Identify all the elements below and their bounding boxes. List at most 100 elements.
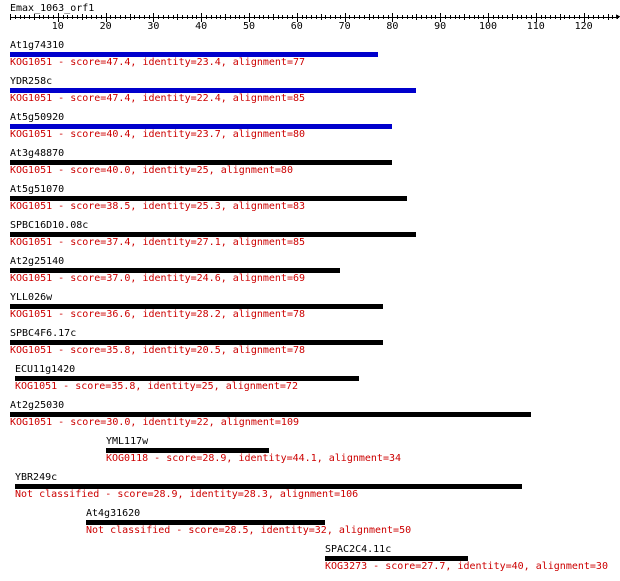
minor-tick [244, 15, 245, 19]
minor-tick [91, 15, 92, 19]
minor-tick [20, 15, 21, 19]
hit-name: YML117w [106, 436, 149, 447]
major-tick [536, 13, 537, 22]
minor-tick [72, 15, 73, 19]
minor-tick [63, 15, 64, 19]
minor-tick [263, 15, 264, 19]
minor-tick [86, 15, 87, 19]
hit-name: SPBC4F6.17c [10, 328, 77, 339]
hit-description: KOG1051 - score=35.8, identity=20.5, ali… [10, 345, 306, 356]
hit-description: KOG1051 - score=37.0, identity=24.6, ali… [10, 273, 306, 284]
hit-bar [10, 52, 378, 57]
minor-tick [526, 15, 527, 19]
minor-tick [321, 14, 322, 20]
minor-tick [96, 15, 97, 19]
minor-tick [569, 15, 570, 19]
minor-tick [507, 15, 508, 19]
major-tick [584, 13, 585, 22]
minor-tick [608, 14, 609, 20]
minor-tick [53, 15, 54, 19]
hit-name: At4g31620 [86, 508, 141, 519]
minor-tick [364, 15, 365, 19]
minor-tick [550, 15, 551, 19]
minor-tick [349, 15, 350, 19]
minor-tick [340, 15, 341, 19]
minor-tick [177, 14, 178, 20]
hit-bar [10, 196, 407, 201]
hit-description: Not classified - score=28.9, identity=28… [15, 489, 359, 500]
minor-tick [82, 14, 83, 20]
hit-description: KOG1051 - score=47.4, identity=23.4, ali… [10, 57, 306, 68]
hit-name: At5g51070 [10, 184, 65, 195]
hit-name: At5g50920 [10, 112, 65, 123]
minor-tick [24, 15, 25, 19]
hit-description: KOG1051 - score=40.4, identity=23.7, ali… [10, 129, 306, 140]
hit-bar [86, 520, 325, 525]
hit-description: KOG1051 - score=37.4, identity=27.1, ali… [10, 237, 306, 248]
minor-tick [134, 15, 135, 19]
minor-tick [173, 15, 174, 19]
minor-tick [502, 15, 503, 19]
hit-description: KOG1051 - score=30.0, identity=22, align… [10, 417, 299, 428]
major-tick [440, 13, 441, 22]
minor-tick [48, 15, 49, 19]
hit-bar [10, 340, 383, 345]
hit-name: At3g48870 [10, 148, 65, 159]
minor-tick [431, 15, 432, 19]
hit-bar [15, 484, 522, 489]
minor-tick [564, 15, 565, 19]
tick-label: 50 [242, 21, 256, 32]
minor-tick [77, 15, 78, 19]
minor-tick [560, 14, 561, 20]
minor-tick [593, 15, 594, 19]
minor-tick [407, 15, 408, 19]
major-tick [201, 13, 202, 22]
major-tick [392, 13, 393, 22]
minor-tick [378, 15, 379, 19]
hit-bar [325, 556, 468, 561]
hit-bar [10, 304, 383, 309]
tick-label: 30 [147, 21, 160, 32]
minor-tick [426, 15, 427, 19]
hit-description: KOG1051 - score=35.8, identity=25, align… [15, 381, 298, 392]
minor-tick [163, 15, 164, 19]
hit-name: YDR258c [10, 76, 53, 87]
minor-tick [15, 15, 16, 19]
minor-tick [612, 15, 613, 19]
hit-name: YBR249c [15, 472, 58, 483]
major-tick [345, 13, 346, 22]
minor-tick [306, 15, 307, 19]
minor-tick [239, 15, 240, 19]
major-tick [106, 13, 107, 22]
minor-tick [149, 15, 150, 19]
minor-tick [579, 15, 580, 19]
minor-tick [498, 15, 499, 19]
hit-bar [10, 232, 416, 237]
minor-tick [101, 15, 102, 19]
minor-tick [316, 15, 317, 19]
minor-tick [617, 15, 618, 19]
minor-tick [325, 15, 326, 19]
hit-bar [10, 268, 340, 273]
hit-bar [10, 124, 392, 129]
hit-bar [15, 376, 359, 381]
tick-label: 110 [526, 21, 545, 32]
minor-tick [435, 15, 436, 19]
minor-tick [278, 15, 279, 19]
minor-tick [359, 15, 360, 19]
minor-tick [469, 15, 470, 19]
minor-tick [158, 15, 159, 19]
hit-bar [10, 412, 531, 417]
minor-tick [187, 15, 188, 19]
minor-tick [292, 15, 293, 19]
hit-description: Not classified - score=28.5, identity=32… [86, 525, 412, 536]
minor-tick [512, 14, 513, 20]
minor-tick [115, 15, 116, 19]
tick-label: 40 [195, 21, 208, 32]
minor-tick [282, 15, 283, 19]
minor-tick [196, 15, 197, 19]
minor-tick [478, 15, 479, 19]
hit-name: YLL026w [10, 292, 53, 303]
hit-description: KOG0118 - score=28.9, identity=44.1, ali… [106, 453, 402, 464]
